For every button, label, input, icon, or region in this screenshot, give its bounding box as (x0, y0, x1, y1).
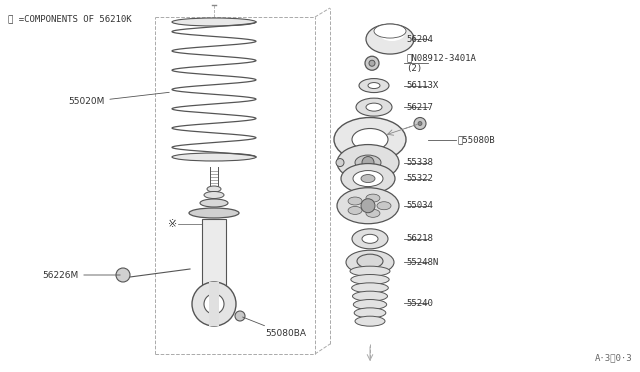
Ellipse shape (377, 202, 391, 210)
Ellipse shape (351, 283, 388, 293)
Text: ※ =COMPONENTS OF 56210K: ※ =COMPONENTS OF 56210K (8, 14, 132, 23)
Ellipse shape (337, 188, 399, 224)
Ellipse shape (354, 308, 386, 318)
Ellipse shape (346, 250, 394, 274)
Ellipse shape (348, 206, 362, 214)
Ellipse shape (352, 128, 388, 151)
Ellipse shape (341, 164, 395, 193)
Text: 56204: 56204 (406, 35, 433, 44)
Ellipse shape (172, 18, 256, 26)
Ellipse shape (366, 103, 382, 111)
Ellipse shape (366, 194, 380, 202)
Ellipse shape (352, 229, 388, 249)
Ellipse shape (172, 153, 256, 161)
Circle shape (361, 199, 375, 213)
Ellipse shape (360, 257, 380, 267)
Ellipse shape (359, 78, 389, 93)
Ellipse shape (374, 24, 406, 38)
Ellipse shape (355, 316, 385, 326)
Text: 55080BA: 55080BA (243, 317, 306, 339)
Ellipse shape (379, 25, 405, 41)
Ellipse shape (356, 98, 392, 116)
Ellipse shape (353, 170, 383, 187)
Ellipse shape (366, 209, 380, 217)
Text: 56218: 56218 (406, 234, 433, 243)
Ellipse shape (348, 197, 362, 205)
Ellipse shape (353, 291, 387, 301)
Text: 55034: 55034 (406, 201, 433, 210)
Text: 56113X: 56113X (406, 81, 438, 90)
Text: 55240: 55240 (406, 299, 433, 308)
Text: 55020M: 55020M (68, 92, 169, 106)
Ellipse shape (207, 186, 221, 192)
Ellipse shape (200, 199, 228, 207)
Ellipse shape (334, 118, 406, 161)
Text: A·3※0·3: A·3※0·3 (595, 353, 632, 362)
Ellipse shape (366, 24, 414, 54)
Circle shape (336, 158, 344, 167)
Text: 56226M: 56226M (42, 270, 120, 279)
Circle shape (204, 294, 224, 314)
Text: 55322: 55322 (406, 174, 433, 183)
Ellipse shape (204, 192, 224, 199)
Bar (202, 219, 226, 292)
Circle shape (362, 157, 374, 169)
Ellipse shape (350, 266, 390, 276)
Circle shape (192, 282, 236, 326)
Ellipse shape (368, 83, 380, 89)
Circle shape (418, 122, 422, 125)
Ellipse shape (361, 174, 375, 183)
Ellipse shape (351, 275, 389, 285)
Circle shape (414, 118, 426, 129)
Ellipse shape (189, 208, 239, 218)
Circle shape (116, 268, 130, 282)
Ellipse shape (355, 155, 381, 170)
Bar (209, 282, 219, 326)
Text: 55338: 55338 (406, 158, 433, 167)
Text: ※: ※ (168, 219, 177, 229)
Text: ※55080B: ※55080B (458, 135, 495, 144)
Ellipse shape (362, 234, 378, 243)
Circle shape (235, 311, 245, 321)
Ellipse shape (357, 254, 383, 268)
Circle shape (369, 60, 375, 66)
Text: 55248N: 55248N (406, 258, 438, 267)
Ellipse shape (337, 145, 399, 180)
Text: ※N08912-3401A
(2): ※N08912-3401A (2) (406, 54, 476, 73)
Circle shape (365, 56, 379, 70)
Text: 56217: 56217 (406, 103, 433, 112)
Ellipse shape (353, 299, 387, 310)
